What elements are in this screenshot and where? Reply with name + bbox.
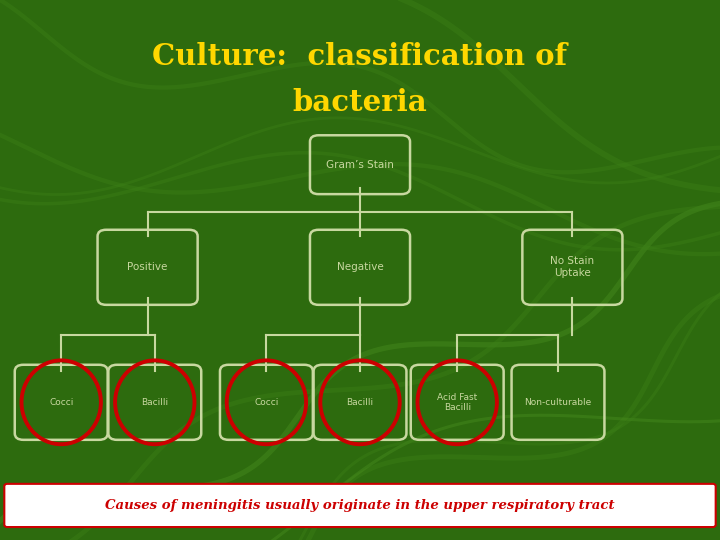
Text: Positive: Positive: [127, 262, 168, 272]
Text: Culture:  classification of: Culture: classification of: [153, 42, 567, 71]
Text: Cocci: Cocci: [49, 398, 73, 407]
Text: Gram’s Stain: Gram’s Stain: [326, 160, 394, 170]
Text: Negative: Negative: [337, 262, 383, 272]
Text: Acid Fast
Bacilli: Acid Fast Bacilli: [437, 393, 477, 412]
Text: No Stain
Uptake: No Stain Uptake: [550, 256, 595, 278]
Text: Cocci: Cocci: [254, 398, 279, 407]
Text: Bacilli: Bacilli: [141, 398, 168, 407]
Text: Non-culturable: Non-culturable: [524, 398, 592, 407]
Text: Causes of meningitis usually originate in the upper respiratory tract: Causes of meningitis usually originate i…: [105, 499, 615, 512]
FancyBboxPatch shape: [4, 484, 716, 527]
Text: Bacilli: Bacilli: [346, 398, 374, 407]
Text: bacteria: bacteria: [292, 88, 428, 117]
